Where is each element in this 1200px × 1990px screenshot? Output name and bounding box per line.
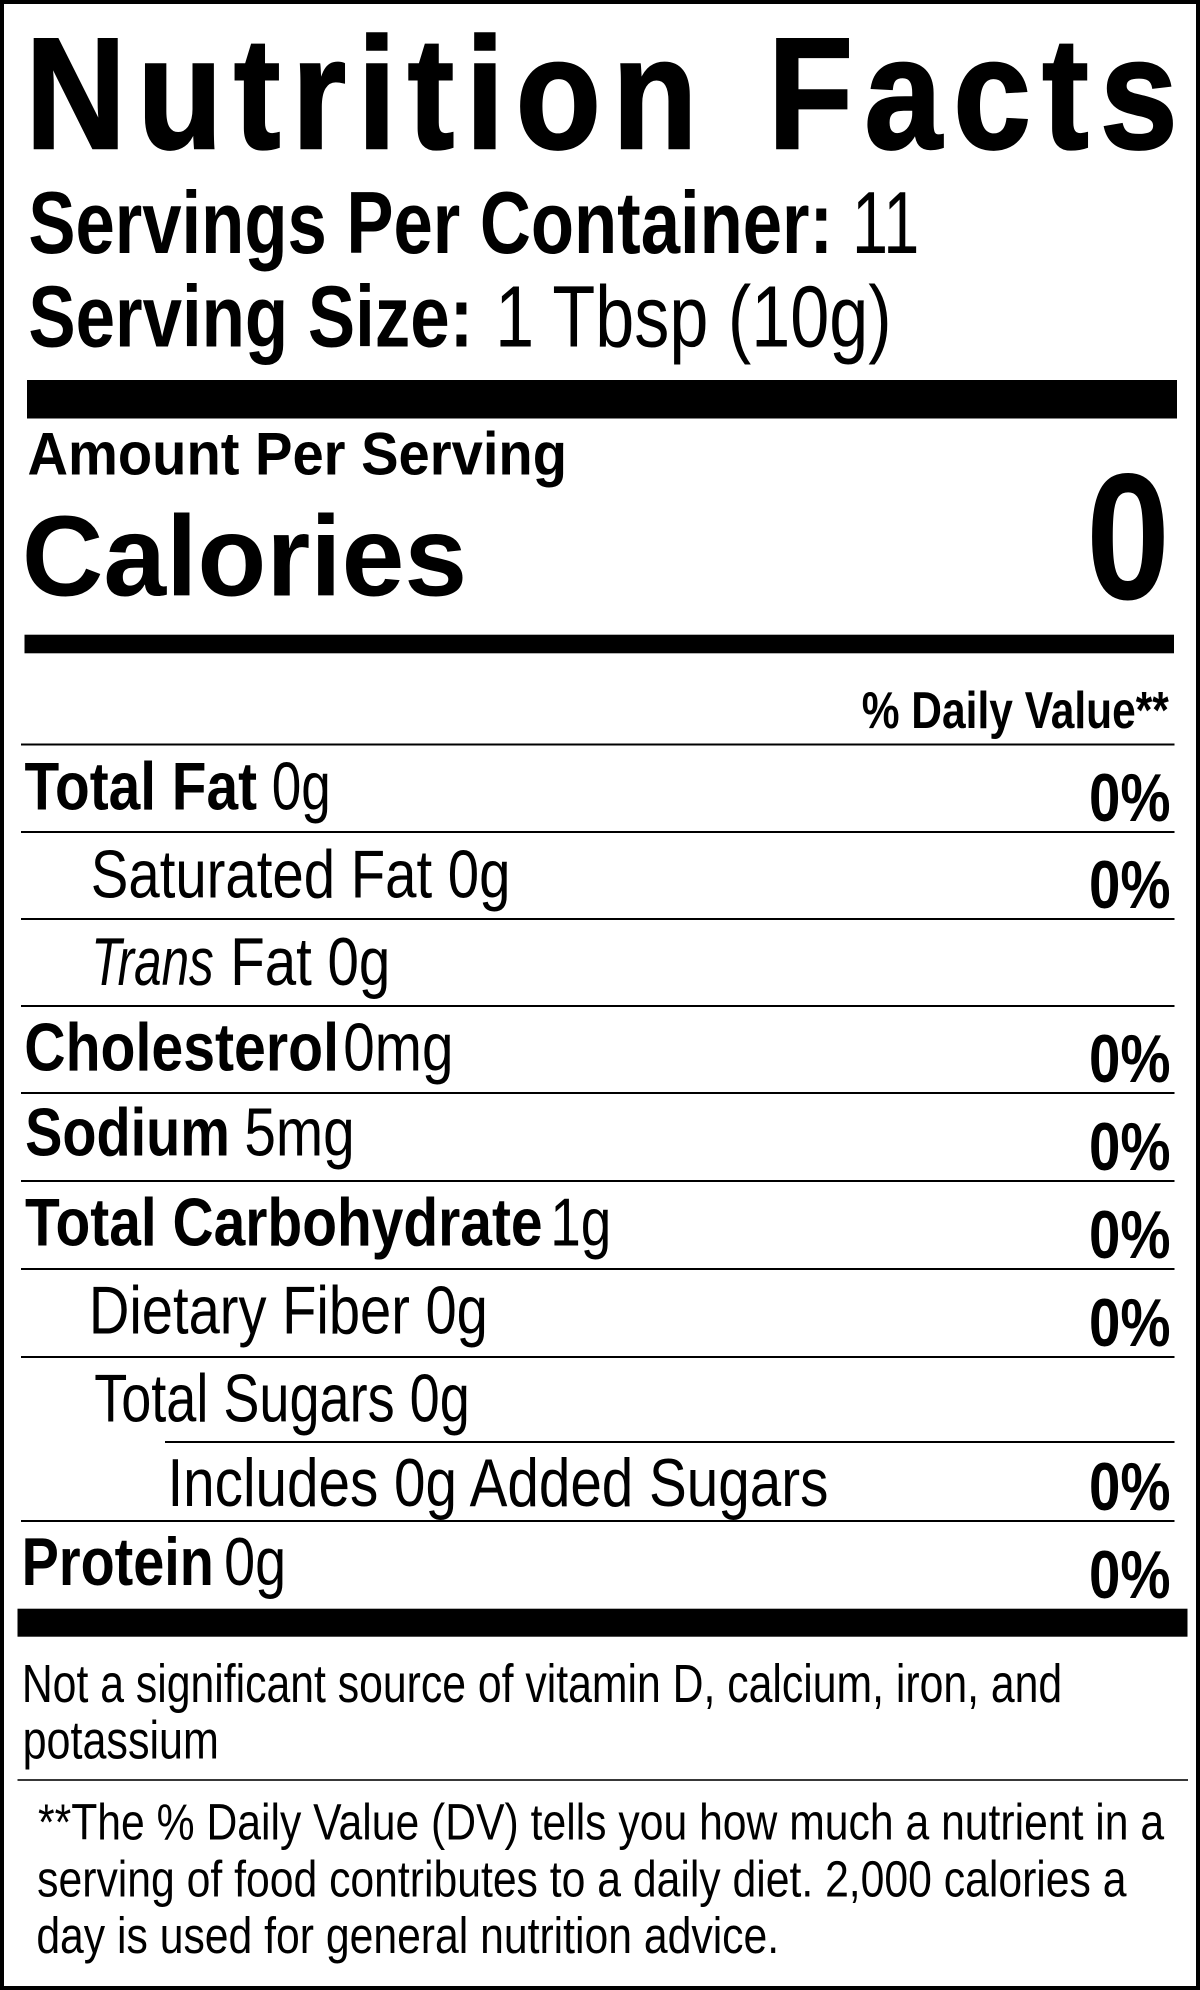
svg-text:Total Carbohydrate: Total Carbohydrate [25, 1186, 543, 1261]
svg-text:0: 0 [1086, 437, 1170, 638]
svg-text:Not a significant source of vi: Not a significant source of vitamin D, c… [22, 1654, 1062, 1714]
svg-text:Serving Size:: Serving Size: [28, 267, 473, 365]
svg-text:0%: 0% [1089, 1538, 1171, 1613]
svg-text:0%: 0% [1089, 761, 1171, 836]
svg-text:0%: 0% [1089, 848, 1171, 923]
svg-text:Includes 0g Added Sugars: Includes 0g Added Sugars [167, 1446, 828, 1521]
svg-text:5mg: 5mg [244, 1096, 354, 1171]
svg-text:Dietary Fiber 0g: Dietary Fiber 0g [89, 1274, 488, 1349]
svg-text:Fat 0g: Fat 0g [230, 925, 390, 1000]
svg-text:0%: 0% [1089, 1110, 1171, 1185]
svg-text:Calories: Calories [22, 493, 467, 621]
svg-text:0%: 0% [1089, 1450, 1171, 1525]
svg-text:0g: 0g [224, 1525, 286, 1600]
svg-text:potassium: potassium [23, 1711, 219, 1771]
svg-text:Servings Per Container:: Servings Per Container: [28, 174, 833, 272]
svg-text:Cholesterol: Cholesterol [24, 1010, 339, 1085]
svg-text:0%: 0% [1089, 1198, 1171, 1273]
svg-text:0%: 0% [1089, 1022, 1171, 1097]
svg-text:1 Tbsp (10g): 1 Tbsp (10g) [495, 267, 891, 365]
svg-text:0mg: 0mg [343, 1011, 453, 1086]
svg-text:Total Fat: Total Fat [24, 750, 257, 825]
svg-text:Sodium: Sodium [25, 1096, 230, 1171]
svg-text:% Daily Value**: % Daily Value** [862, 682, 1170, 740]
svg-text:0g: 0g [272, 748, 331, 824]
svg-text:**The % Daily Value (DV) tells: **The % Daily Value (DV) tells you how m… [38, 1793, 1165, 1850]
svg-text:day is used for general nutrit: day is used for general nutrition advice… [36, 1906, 779, 1963]
svg-text:Trans: Trans [91, 925, 213, 1000]
svg-text:0%: 0% [1089, 1286, 1171, 1361]
svg-text:Amount Per Serving: Amount Per Serving [27, 421, 567, 488]
svg-text:Nutrition Facts: Nutrition Facts [26, 5, 1190, 182]
svg-text:Saturated Fat 0g: Saturated Fat 0g [91, 838, 511, 913]
svg-text:11: 11 [852, 175, 919, 273]
svg-text:1g: 1g [550, 1185, 611, 1261]
svg-text:Protein: Protein [22, 1525, 214, 1600]
svg-text:Total Sugars 0g: Total Sugars 0g [94, 1361, 470, 1436]
svg-text:serving of food contributes to: serving of food contributes to a daily d… [37, 1850, 1127, 1907]
